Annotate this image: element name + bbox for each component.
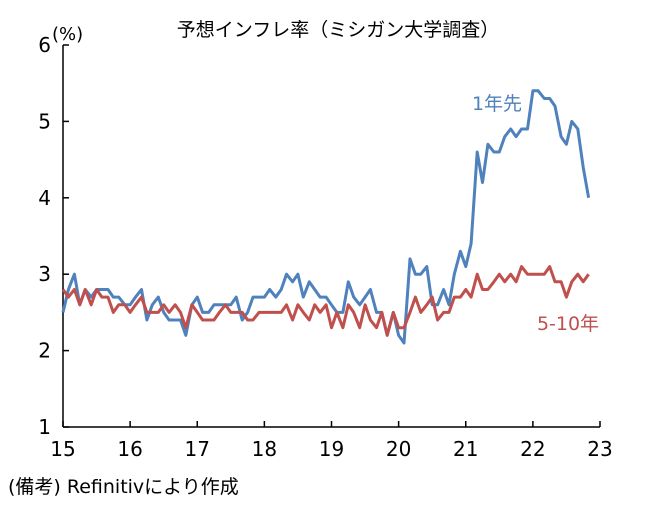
series-labels: 1年先 5-10年 (472, 93, 599, 335)
y-tick-label: 2 (38, 339, 51, 363)
source-note: (備考) Refinitivにより作成 (8, 476, 239, 498)
x-tick-label: 19 (319, 437, 344, 461)
y-tick-label: 1 (38, 415, 51, 439)
chart-title: 予想インフレ率（ミシガン大学調査） (177, 19, 499, 41)
series-line-2 (61, 265, 590, 337)
y-tick-label: 3 (38, 262, 51, 286)
x-tick-label: 15 (50, 437, 75, 461)
x-tick-label: 21 (453, 437, 478, 461)
y-tick-label: 4 (38, 186, 51, 210)
x-tick-label: 22 (520, 437, 545, 461)
x-tick-label: 18 (252, 437, 277, 461)
series-label-2: 5-10年 (537, 313, 599, 335)
x-tick-label: 23 (587, 437, 612, 461)
x-axis-ticks: 15 16 17 18 19 20 21 22 23 (50, 421, 613, 461)
y-axis-ticks: 1 2 3 4 5 6 (38, 33, 69, 439)
series-lines (61, 89, 591, 345)
series-label-1: 1年先 (472, 93, 522, 115)
y-axis-unit: (%) (52, 24, 83, 45)
y-tick-label: 5 (38, 109, 51, 133)
x-tick-label: 17 (185, 437, 210, 461)
y-tick-label: 6 (38, 33, 51, 57)
x-tick-label: 16 (117, 437, 142, 461)
x-tick-label: 20 (386, 437, 411, 461)
series-line-1 (61, 89, 591, 345)
